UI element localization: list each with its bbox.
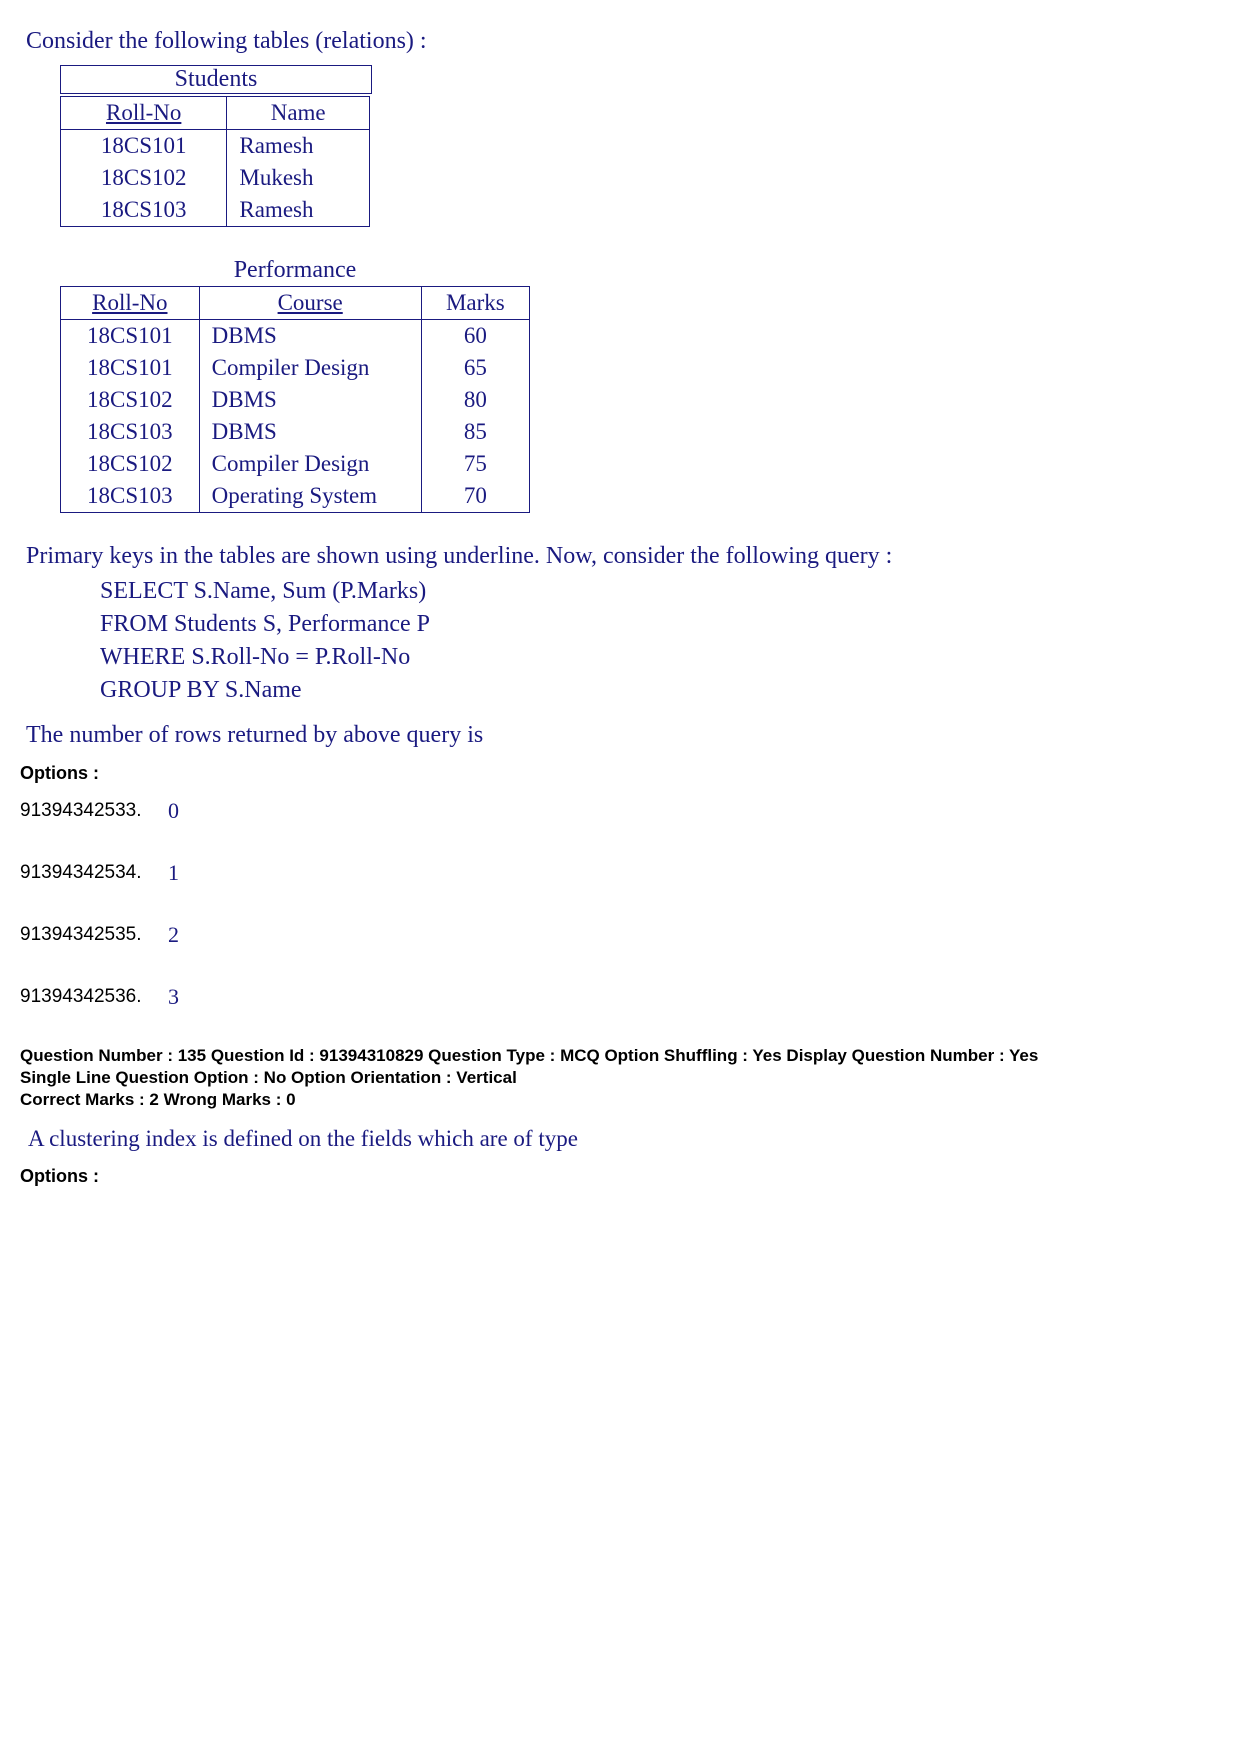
col-header: Course [199,287,421,320]
cell: 18CS103 [61,416,200,448]
cell: DBMS [199,416,421,448]
table-row: 18CS102Compiler Design75 [61,448,530,480]
next-question-text: A clustering index is defined on the fie… [28,1126,1220,1152]
cell: 18CS102 [61,448,200,480]
meta-line: Single Line Question Option : No Option … [20,1068,1220,1088]
table-row: 18CS102DBMS80 [61,384,530,416]
cell: Mukesh [227,162,370,194]
cell: 18CS101 [61,130,227,163]
cell: 70 [421,480,529,513]
cell: 65 [421,352,529,384]
options-label: Options : [20,763,1220,784]
performance-table-title: Performance [60,257,530,284]
option-id: 91394342536. [20,986,160,1008]
cell: Operating System [199,480,421,513]
question-intro: Consider the following tables (relations… [26,28,1220,55]
cell: Compiler Design [199,448,421,480]
table-row: 18CS103DBMS85 [61,416,530,448]
sql-line: GROUP BY S.Name [100,677,1220,704]
option-row: 91394342533. 0 [20,798,1220,824]
cell: 18CS103 [61,480,200,513]
cell: 18CS101 [61,320,200,353]
cell: Ramesh [227,194,370,227]
option-value: 1 [168,860,179,886]
cell: 75 [421,448,529,480]
col-header: Name [227,97,370,130]
table-row: 18CS103Operating System70 [61,480,530,513]
cell: 80 [421,384,529,416]
table-row: 18CS102Mukesh [61,162,370,194]
cell: 18CS103 [61,194,227,227]
table-row: 18CS101DBMS60 [61,320,530,353]
cell: DBMS [199,384,421,416]
sql-line: FROM Students S, Performance P [100,611,1220,638]
option-value: 0 [168,798,179,824]
table-row: 18CS103Ramesh [61,194,370,227]
options-label: Options : [20,1166,1220,1187]
option-id: 91394342535. [20,924,160,946]
table-row: 18CS101Ramesh [61,130,370,163]
sql-query-block: SELECT S.Name, Sum (P.Marks) FROM Studen… [100,578,1220,704]
meta-line: Question Number : 135 Question Id : 9139… [20,1046,1220,1066]
cell: 18CS102 [61,162,227,194]
option-value: 3 [168,984,179,1010]
cell: 18CS101 [61,352,200,384]
option-row: 91394342534. 1 [20,860,1220,886]
option-value: 2 [168,922,179,948]
option-id: 91394342534. [20,862,160,884]
cell: 18CS102 [61,384,200,416]
col-header: Roll-No [61,97,227,130]
table-header-row: Roll-No Course Marks [61,287,530,320]
students-table: Roll-No Name 18CS101Ramesh 18CS102Mukesh… [60,96,370,227]
cell: 85 [421,416,529,448]
question-mid-text: Primary keys in the tables are shown usi… [26,543,1220,570]
col-header: Roll-No [61,287,200,320]
sql-line: WHERE S.Roll-No = P.Roll-No [100,644,1220,671]
students-table-title: Students [60,65,372,94]
option-row: 91394342536. 3 [20,984,1220,1010]
question-metadata: Question Number : 135 Question Id : 9139… [20,1046,1220,1110]
cell: 60 [421,320,529,353]
cell: DBMS [199,320,421,353]
col-header: Marks [421,287,529,320]
table-header-row: Roll-No Name [61,97,370,130]
option-row: 91394342535. 2 [20,922,1220,948]
performance-table: Roll-No Course Marks 18CS101DBMS60 18CS1… [60,286,530,513]
cell: Compiler Design [199,352,421,384]
question-end-text: The number of rows returned by above que… [26,722,1220,749]
meta-line: Correct Marks : 2 Wrong Marks : 0 [20,1090,1220,1110]
cell: Ramesh [227,130,370,163]
option-id: 91394342533. [20,800,160,822]
sql-line: SELECT S.Name, Sum (P.Marks) [100,578,1220,605]
table-row: 18CS101Compiler Design65 [61,352,530,384]
